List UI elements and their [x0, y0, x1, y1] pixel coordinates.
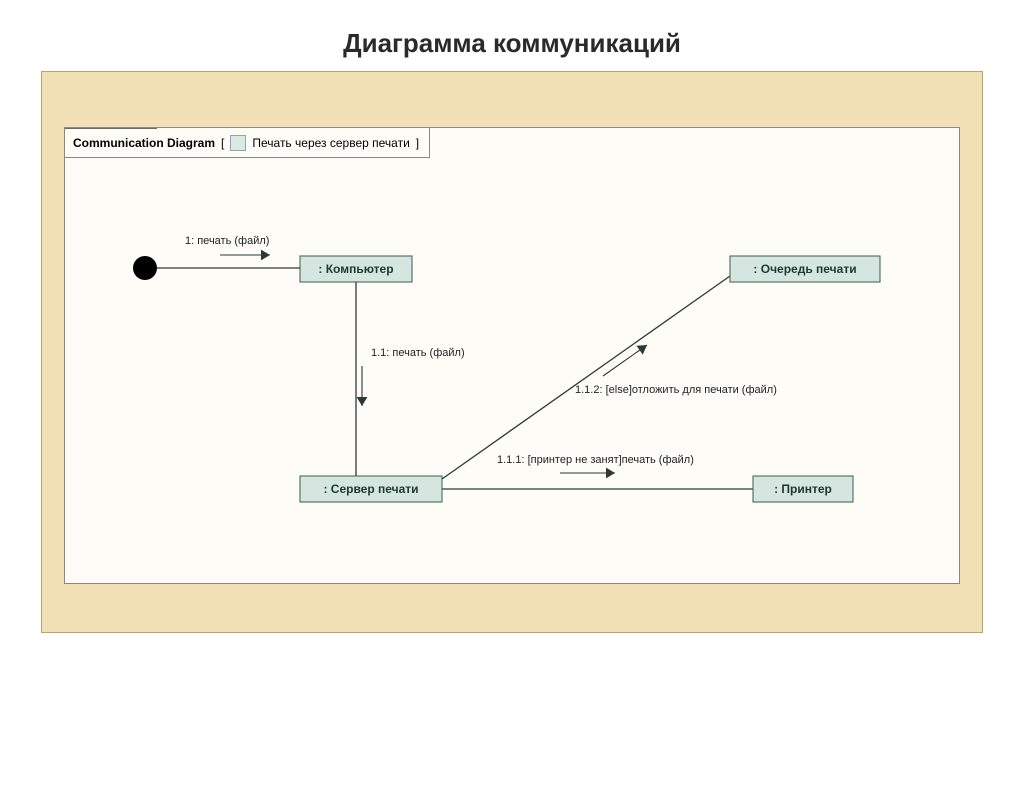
svg-text:: Принтер: : Принтер [774, 482, 832, 496]
svg-text:: Сервер печати: : Сервер печати [323, 482, 418, 496]
link-3 [442, 276, 730, 479]
svg-text:1.1.2: [else]отложить для печа: 1.1.2: [else]отложить для печати (файл) [575, 384, 777, 396]
canvas: Communication Diagram [ Печать через сер… [41, 71, 983, 633]
diagram-frame: Communication Diagram [ Печать через сер… [64, 127, 960, 584]
node-queue: : Очередь печати [730, 256, 880, 282]
svg-text:1.1.1: [принтер не занят]печат: 1.1.1: [принтер не занят]печать (файл) [497, 454, 694, 466]
svg-text:1.1: печать (файл): 1.1: печать (файл) [371, 347, 465, 359]
message-1: 1: печать (файл) [185, 235, 270, 260]
node-server: : Сервер печати [300, 476, 442, 502]
message-1-1-2: 1.1.2: [else]отложить для печати (файл) [575, 345, 777, 396]
message-1-1: 1.1: печать (файл) [357, 347, 465, 406]
svg-text:1: печать (файл): 1: печать (файл) [185, 235, 269, 247]
node-computer: : Компьютер [300, 256, 412, 282]
svg-text:: Компьютер: : Компьютер [318, 262, 393, 276]
diagram-svg: : Компьютер : Очередь печати : Сервер пе… [65, 128, 959, 583]
svg-text:: Очередь печати: : Очередь печати [753, 262, 856, 276]
message-1-1-1: 1.1.1: [принтер не занят]печать (файл) [497, 454, 694, 478]
start-node [133, 256, 157, 280]
node-printer: : Принтер [753, 476, 853, 502]
page-title: Диаграмма коммуникаций [0, 28, 1024, 59]
